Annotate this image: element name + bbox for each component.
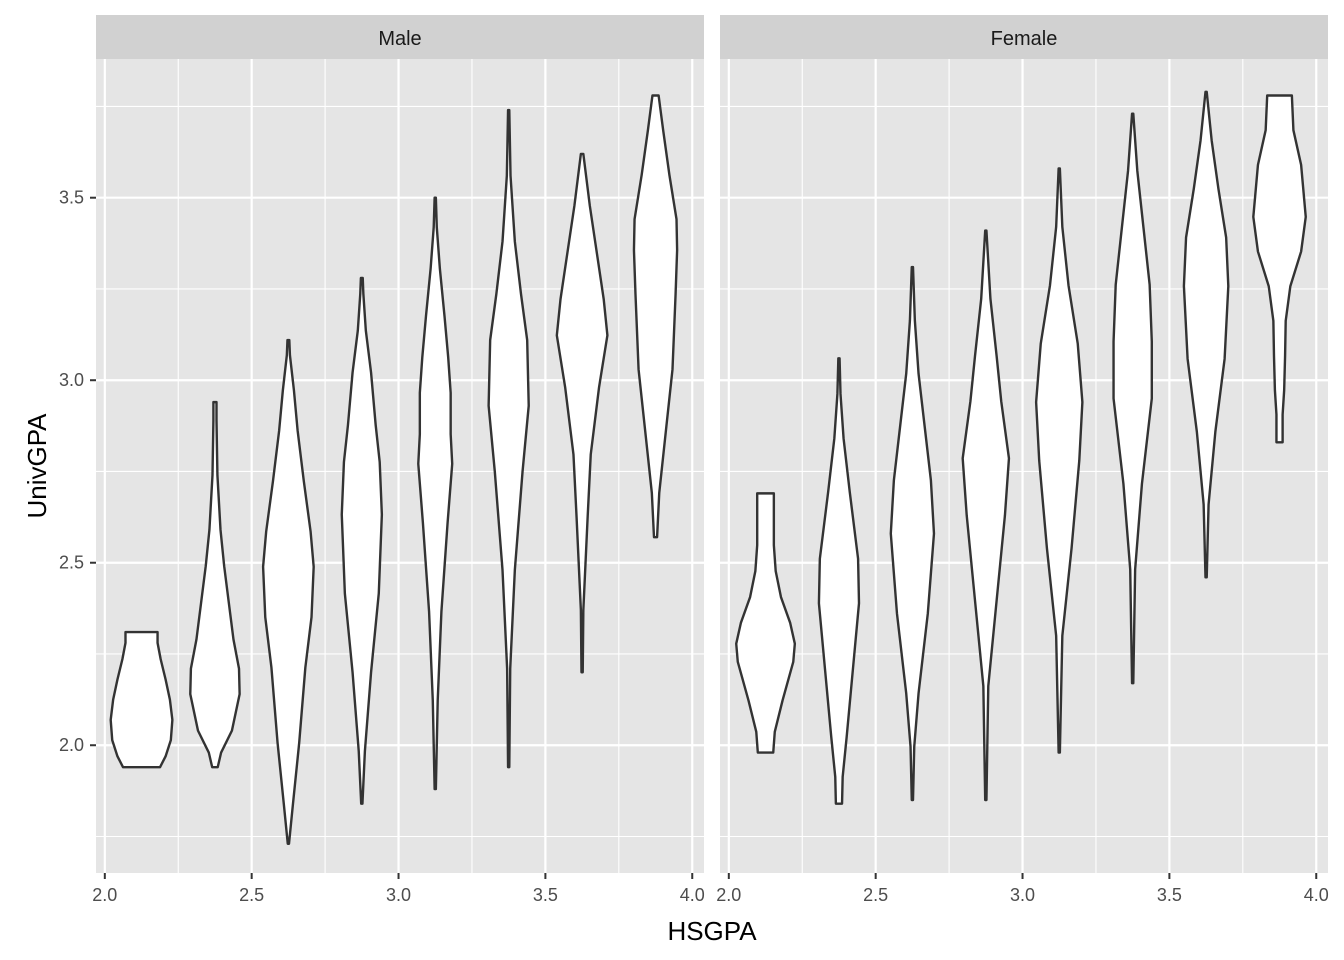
y-axis: 2.0 2.5 3.0 3.5 <box>59 188 96 755</box>
panel-background-female <box>720 59 1328 873</box>
violin-female-3 <box>889 265 936 802</box>
violin-female-6 <box>1112 112 1153 685</box>
strip-label-male: Male <box>378 28 421 50</box>
x-tick-label: 2.5 <box>239 885 264 905</box>
x-tick-label: 2.5 <box>863 885 888 905</box>
violin-male-2 <box>189 400 241 769</box>
x-tick-label: 3.0 <box>1010 885 1035 905</box>
x-tick-label: 2.0 <box>92 885 117 905</box>
gridlines-male <box>96 59 704 873</box>
x-tick-label: 4.0 <box>680 885 705 905</box>
violin-female-5 <box>1034 167 1084 754</box>
violin-female-4 <box>961 229 1011 802</box>
y-tick-label: 3.0 <box>59 370 84 390</box>
violin-female-8 <box>1252 94 1307 444</box>
x-axis-title: HSGPA <box>667 916 757 946</box>
violins-male <box>109 94 679 845</box>
violin-female-7 <box>1182 90 1230 579</box>
y-tick-label: 2.0 <box>59 735 84 755</box>
violin-male-7 <box>555 152 609 674</box>
y-tick-label: 3.5 <box>59 188 84 208</box>
x-axis-female: 2.0 2.5 3.0 3.5 4.0 <box>716 873 1329 905</box>
x-tick-label: 2.0 <box>716 885 741 905</box>
strip-label-female: Female <box>991 28 1058 50</box>
panel-male: Male 2.0 2.5 3.0 3.5 4.0 <box>92 15 705 905</box>
panel-background-male <box>96 59 704 873</box>
violin-male-8 <box>632 94 679 539</box>
strip-female <box>720 15 1328 59</box>
violin-female-1 <box>735 492 797 754</box>
violin-female-2 <box>817 357 861 805</box>
x-tick-label: 3.5 <box>533 885 558 905</box>
violins-female <box>735 90 1307 805</box>
y-axis-title: UnivGPA <box>22 413 52 519</box>
x-axis-male: 2.0 2.5 3.0 3.5 4.0 <box>92 873 705 905</box>
violin-male-4 <box>340 276 384 805</box>
panel-female: Female 2.0 2.5 3.0 3.5 4.0 <box>716 15 1329 905</box>
x-tick-label: 3.5 <box>1157 885 1182 905</box>
violin-male-6 <box>487 108 530 769</box>
violin-male-1 <box>109 630 174 769</box>
violin-male-5 <box>417 196 454 791</box>
violin-male-3 <box>261 338 315 845</box>
x-tick-label: 4.0 <box>1304 885 1329 905</box>
x-tick-label: 3.0 <box>386 885 411 905</box>
gridlines-female <box>720 59 1328 873</box>
y-tick-label: 2.5 <box>59 553 84 573</box>
strip-male <box>96 15 704 59</box>
